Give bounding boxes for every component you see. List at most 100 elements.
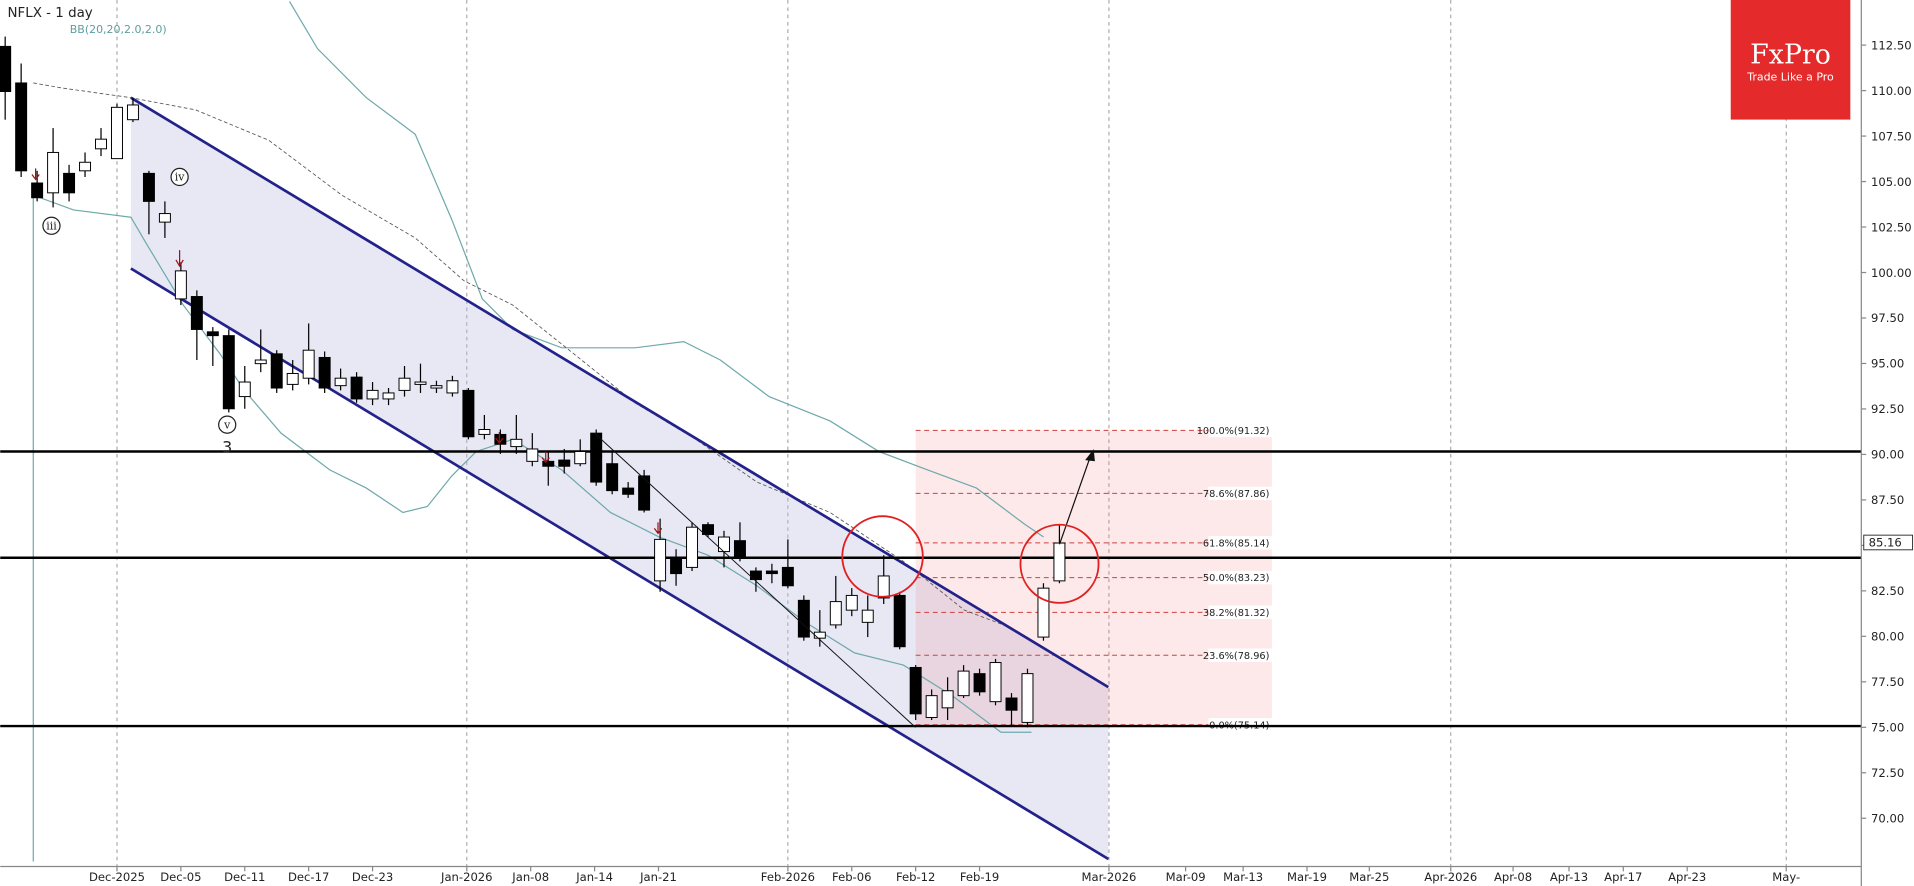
bollinger-middle bbox=[33, 82, 1014, 629]
bollinger-upper bbox=[288, 1, 1044, 538]
y-tick-label: 90.00 bbox=[1871, 448, 1904, 462]
candle-body bbox=[718, 536, 730, 553]
x-tick-label: Apr-13 bbox=[1550, 870, 1588, 884]
candle-body bbox=[430, 385, 443, 389]
x-tick-label: Dec-11 bbox=[224, 870, 265, 884]
x-tick-label: Jan-2026 bbox=[440, 870, 493, 884]
candle-body bbox=[414, 381, 427, 385]
candle-body bbox=[318, 356, 331, 389]
candle-body bbox=[638, 475, 651, 511]
x-tick-label: Mar-13 bbox=[1223, 870, 1263, 884]
x-tick-label: Dec-2025 bbox=[89, 870, 145, 884]
candle-body bbox=[15, 82, 28, 172]
y-tick-label: 72.50 bbox=[1871, 766, 1904, 780]
candle-body bbox=[462, 389, 475, 438]
x-tick-label: Mar-19 bbox=[1287, 870, 1327, 884]
wave-marker bbox=[170, 167, 189, 187]
wave-label: iv bbox=[175, 171, 186, 184]
signal-arrows bbox=[31, 168, 663, 535]
candle-body bbox=[302, 349, 315, 379]
candle-body bbox=[95, 138, 107, 150]
wave-marker bbox=[42, 216, 61, 235]
candle-body bbox=[286, 372, 299, 385]
x-tick-label: May- bbox=[1772, 870, 1800, 884]
fib-label-box bbox=[1208, 536, 1272, 550]
candle-body bbox=[494, 433, 507, 445]
candle-body bbox=[670, 558, 683, 575]
candle-body bbox=[526, 448, 539, 462]
x-tick-label: Dec-05 bbox=[160, 870, 201, 884]
candle-body bbox=[142, 172, 155, 202]
candle-body bbox=[63, 172, 76, 194]
candle-body bbox=[254, 359, 267, 365]
signal-arrow bbox=[495, 432, 504, 445]
y-tick-label: 95.00 bbox=[1871, 357, 1904, 371]
candle-body bbox=[606, 463, 619, 492]
x-tick-label: Dec-17 bbox=[288, 870, 329, 884]
y-tick-label: 112.50 bbox=[1871, 38, 1912, 52]
wave-label: 3 bbox=[222, 438, 232, 457]
x-tick-label: Feb-12 bbox=[896, 870, 935, 884]
y-tick-label: 92.50 bbox=[1871, 402, 1904, 416]
candle-body bbox=[126, 104, 139, 121]
candle-body bbox=[158, 213, 171, 223]
candle-body bbox=[47, 151, 60, 194]
signal-arrow bbox=[653, 522, 663, 535]
candle-body bbox=[510, 438, 523, 448]
candle-body bbox=[111, 106, 123, 160]
trend-line bbox=[594, 432, 916, 728]
fib-label: 100.0%(91.32) bbox=[1197, 426, 1270, 437]
last-price-box bbox=[1863, 534, 1914, 551]
candle-body bbox=[893, 594, 906, 648]
candle-body bbox=[845, 594, 858, 611]
wave-marker bbox=[218, 415, 237, 434]
fib-label-box bbox=[1208, 486, 1272, 501]
y-tick-label: 70.00 bbox=[1871, 812, 1904, 826]
y-tick-label: 107.50 bbox=[1871, 129, 1912, 143]
fib-label-box bbox=[1208, 718, 1272, 732]
candle-body bbox=[270, 353, 283, 389]
fib-label-box bbox=[1208, 648, 1272, 662]
candle-body bbox=[877, 575, 890, 599]
x-tick-label: Apr-2026 bbox=[1424, 870, 1477, 884]
candle-body bbox=[174, 270, 187, 300]
candle-body bbox=[925, 695, 938, 718]
bollinger-lower bbox=[32, 194, 1032, 862]
candle-body bbox=[654, 538, 667, 582]
background-layer: 70.0072.5075.0077.5080.0082.5085.0087.50… bbox=[89, 0, 1912, 884]
x-tick-label: Feb-06 bbox=[832, 870, 871, 884]
x-tick-label: Feb-19 bbox=[960, 870, 999, 884]
signal-arrow bbox=[541, 451, 550, 464]
logo-name: FxPro bbox=[1750, 39, 1831, 70]
fib-label: 50.0%(83.23) bbox=[1203, 573, 1270, 584]
x-tick-label: Apr-23 bbox=[1668, 870, 1706, 884]
candle-body bbox=[1021, 673, 1034, 723]
candle-body bbox=[781, 566, 794, 587]
candle-body bbox=[0, 45, 12, 92]
candle-body bbox=[686, 526, 699, 568]
chart-title: NFLX - 1 day bbox=[8, 6, 93, 21]
candle-body bbox=[702, 524, 714, 535]
y-tick-label: 110.00 bbox=[1871, 84, 1912, 98]
candle-body bbox=[398, 377, 411, 391]
candle-body bbox=[797, 599, 810, 638]
candle-body bbox=[957, 670, 970, 697]
x-tick-label: Mar-25 bbox=[1349, 870, 1389, 884]
fib-label: 38.2%(81.32) bbox=[1203, 608, 1270, 619]
target-arrow bbox=[1058, 453, 1092, 545]
candle-body bbox=[334, 377, 347, 387]
candle-body bbox=[478, 429, 491, 435]
candle-body bbox=[622, 487, 635, 495]
candle-body bbox=[941, 690, 954, 709]
candle-body bbox=[765, 570, 778, 575]
candle-body bbox=[1053, 542, 1066, 582]
candle-body bbox=[558, 459, 571, 467]
candle-body bbox=[733, 540, 746, 557]
y-tick-label: 102.50 bbox=[1871, 220, 1912, 234]
y-tick-label: 82.50 bbox=[1871, 584, 1904, 598]
logo-tagline: Trade Like a Pro bbox=[1746, 71, 1834, 84]
candle-body bbox=[973, 673, 986, 693]
logo-box bbox=[1730, 0, 1851, 120]
fib-label-box bbox=[1208, 605, 1272, 620]
